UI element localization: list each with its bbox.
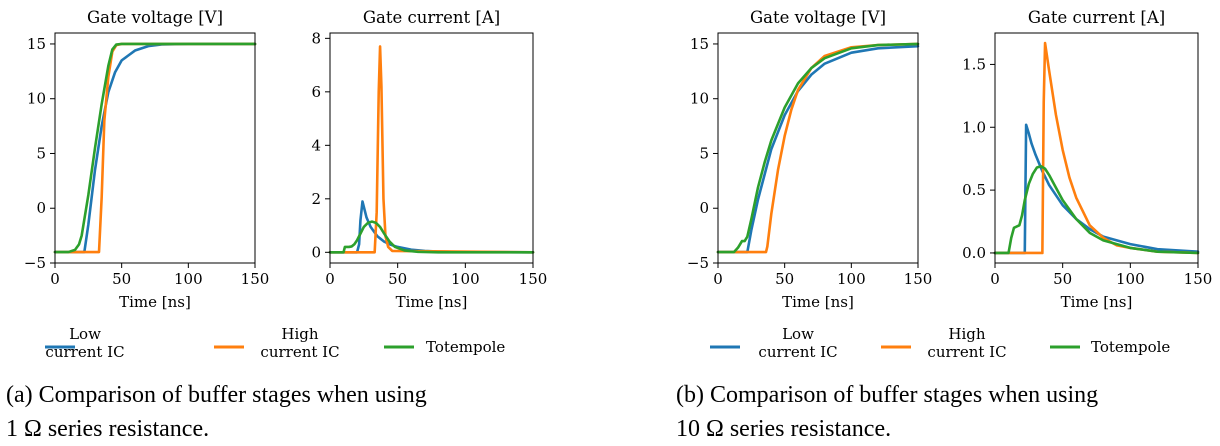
y-tick-label: −5 — [24, 254, 46, 272]
series-line-totempole — [716, 42, 920, 254]
y-tick-label: 0 — [699, 199, 709, 217]
x-tick-label: 50 — [388, 270, 407, 288]
legend-label: Totempole — [426, 338, 505, 356]
x-tick-label: 0 — [713, 270, 723, 288]
caption-b: (b) Comparison of buffer stages when usi… — [676, 378, 1098, 446]
x-axis-label: Time [ns] — [396, 293, 468, 311]
y-tick-label: 10 — [27, 90, 46, 108]
x-axis-label: Time [ns] — [1061, 293, 1133, 311]
chart-title: Gate current [A] — [1028, 8, 1165, 27]
y-tick-label: 10 — [690, 90, 709, 108]
legend-label-line: Low — [69, 325, 101, 343]
legend-label-line: current IC — [758, 343, 837, 361]
plot-frame — [54, 32, 256, 264]
chart-panel-2: 0 50 100 150 0 2 4 6 8 Gate current [A] Time [ns] — [311, 8, 547, 311]
caption-a-line-1: (a) Comparison of buffer stages when usi… — [6, 382, 427, 408]
x-axis-label: Time [ns] — [782, 293, 854, 311]
series-line-totempole — [53, 42, 257, 254]
caption-b-line-2: 10 Ω series resistance. — [676, 416, 892, 442]
plot-frame — [994, 32, 1199, 264]
y-tick-label: −5 — [687, 254, 709, 272]
legend-label: High current IC — [260, 325, 339, 361]
x-tick-label: 150 — [904, 270, 933, 288]
y-tick-label: 0 — [311, 243, 321, 261]
x-tick-label: 0 — [50, 270, 60, 288]
caption-b-line-1: (b) Comparison of buffer stages when usi… — [676, 382, 1099, 408]
chart-title: Gate current [A] — [363, 8, 500, 27]
chart-title: Gate voltage [V] — [87, 8, 223, 27]
y-tick-label: 8 — [311, 29, 321, 47]
x-tick-label: 150 — [519, 270, 548, 288]
x-tick-label: 100 — [451, 270, 480, 288]
x-tick-label: 0 — [990, 270, 1000, 288]
y-tick-label: 15 — [27, 35, 46, 53]
legend-label-line: current IC — [927, 343, 1006, 361]
series-line-totempole — [328, 220, 535, 254]
legend-label: Totempole — [1091, 338, 1170, 356]
x-tick-label: 150 — [241, 270, 270, 288]
series-line-low-current-ic — [716, 44, 920, 254]
legend-label-line: Low — [782, 325, 814, 343]
x-tick-label: 100 — [1116, 270, 1145, 288]
series-line-low-current-ic — [328, 200, 535, 254]
caption-a-line-2: 1 Ω series resistance. — [6, 416, 210, 442]
x-axis-label: Time [ns] — [119, 293, 191, 311]
legend-label: Low current IC — [45, 325, 124, 361]
series-line-high-current-ic — [328, 45, 535, 254]
y-tick-label: 4 — [311, 136, 321, 154]
x-tick-label: 100 — [837, 270, 866, 288]
x-tick-label: 50 — [1053, 270, 1072, 288]
legend-label-line: Totempole — [1091, 338, 1170, 356]
legend-label: Low current IC — [758, 325, 837, 361]
y-tick-label: 5 — [699, 144, 709, 162]
x-tick-label: 50 — [112, 270, 131, 288]
series-line-high-current-ic — [716, 42, 920, 254]
y-tick-label: 0.5 — [962, 181, 986, 199]
legend-label-line: current IC — [260, 343, 339, 361]
legend-label-line: Totempole — [426, 338, 505, 356]
legend-label: High current IC — [927, 325, 1006, 361]
x-tick-label: 100 — [174, 270, 203, 288]
x-tick-label: 0 — [325, 270, 335, 288]
x-tick-label: 150 — [1184, 270, 1213, 288]
plot-frame — [717, 32, 919, 264]
chart-panel-4: 0 50 100 150 0.0 0.5 1.0 1.5 Gate current [A] Tim… — [962, 8, 1212, 311]
legend-label-line: High — [281, 325, 318, 343]
chart-title: Gate voltage [V] — [750, 8, 886, 27]
x-tick-label: 50 — [775, 270, 794, 288]
y-tick-label: 5 — [36, 144, 46, 162]
y-tick-label: 2 — [311, 190, 321, 208]
y-tick-label: 1.0 — [962, 118, 986, 136]
y-tick-label: 15 — [690, 35, 709, 53]
legend-label-line: current IC — [45, 343, 124, 361]
y-tick-label: 0.0 — [962, 244, 986, 262]
y-tick-label: 0 — [36, 199, 46, 217]
y-tick-label: 1.5 — [962, 55, 986, 73]
y-tick-label: 6 — [311, 83, 321, 101]
series-line-totempole — [993, 164, 1200, 255]
caption-a: (a) Comparison of buffer stages when usi… — [6, 378, 427, 446]
series-line-low-current-ic — [993, 123, 1200, 255]
legend-label-line: High — [948, 325, 985, 343]
plot-frame — [329, 32, 534, 264]
